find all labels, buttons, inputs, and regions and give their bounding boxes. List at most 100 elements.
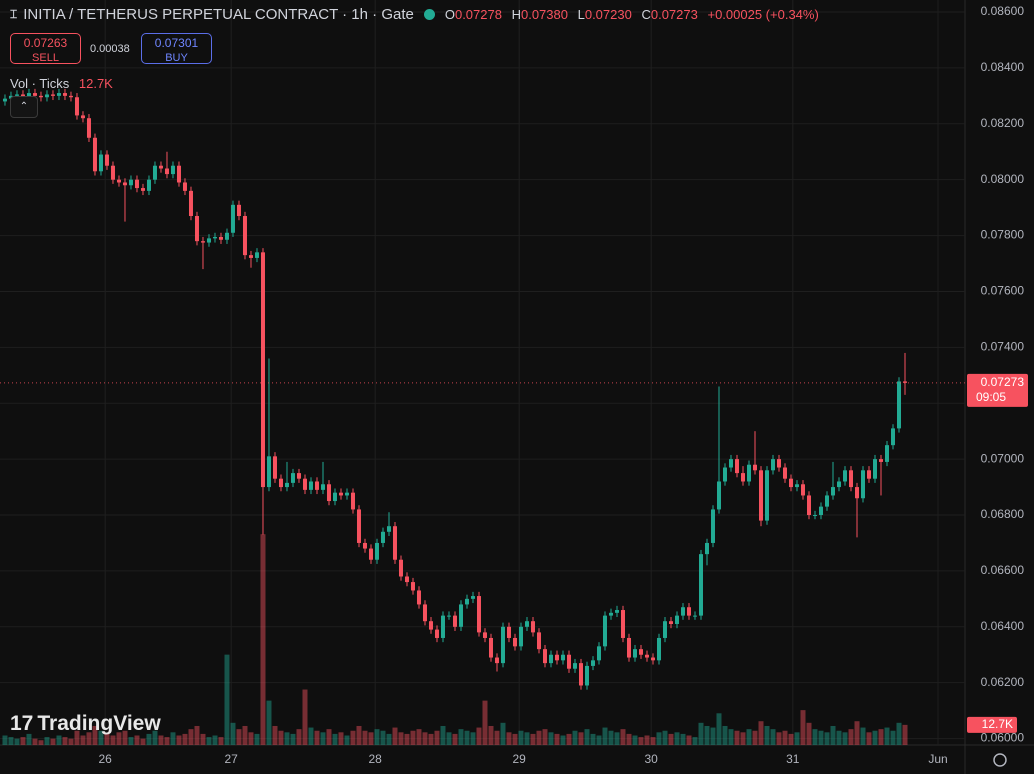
candle-body [716, 481, 721, 510]
candle-body [728, 459, 733, 468]
buy-button[interactable]: 0.07301 BUY [141, 33, 212, 64]
candle-body [698, 554, 703, 616]
volume-bar [62, 737, 68, 745]
volume-bar [536, 730, 542, 745]
volume-bar [194, 725, 200, 745]
candle-body [680, 607, 685, 616]
candle-body [470, 596, 475, 599]
candle-body [674, 615, 679, 625]
y-tick-label: 0.07800 [981, 228, 1025, 242]
candle-body [308, 481, 313, 490]
candle-body [500, 626, 505, 664]
candle-body [98, 154, 103, 172]
candle-body [836, 481, 841, 488]
volume-bar [782, 730, 788, 745]
sell-button[interactable]: 0.07263 SELL [10, 33, 81, 64]
volume-bar [488, 725, 494, 745]
collapse-button[interactable]: ⌃ [10, 96, 38, 118]
volume-bar [14, 738, 20, 745]
volume-bar [716, 713, 722, 745]
volume-bar [188, 729, 194, 745]
candle-body [824, 495, 829, 507]
legend-value: 0.07278 [454, 7, 502, 22]
volume-bar [896, 722, 902, 745]
volume-bar [674, 732, 680, 745]
last-price-label: 0.07273 [981, 375, 1025, 389]
candle-body [710, 509, 715, 543]
last-price-badge [967, 373, 1028, 407]
candle-body [188, 190, 193, 217]
candle-body [818, 506, 823, 516]
candle-body [608, 612, 613, 616]
y-tick-label: 0.07400 [981, 340, 1025, 354]
volume-bar [80, 735, 86, 745]
candle-body [374, 542, 379, 560]
volume-title: Vol · Ticks [10, 76, 70, 91]
y-tick-label: 0.08000 [981, 172, 1025, 186]
volume-bar [314, 730, 320, 745]
candle-body [506, 626, 511, 638]
legend-key: C [641, 7, 651, 22]
candle-body [404, 576, 409, 583]
volume-bar [494, 730, 500, 745]
candle-body [158, 165, 163, 169]
candle-body [446, 615, 451, 617]
candle-body [656, 637, 661, 661]
volume-bar [656, 732, 662, 745]
volume-bar [452, 733, 458, 745]
volume-bar [848, 729, 854, 745]
volume-bar [20, 737, 26, 745]
volume-bar [320, 732, 326, 745]
buy-label: BUY [165, 52, 188, 64]
candle-body [338, 492, 343, 496]
volume-bar [890, 730, 896, 745]
volume-bar [620, 729, 626, 745]
volume-bar [596, 735, 602, 745]
candle-body [398, 559, 403, 577]
candle-body [350, 492, 355, 510]
candle-body [668, 621, 673, 625]
candle-body [44, 94, 49, 98]
y-tick-label: 0.07600 [981, 284, 1025, 298]
candle-body [56, 93, 61, 96]
candle-body [422, 604, 427, 622]
volume-bar [200, 733, 206, 745]
volume-bar [44, 737, 50, 745]
candle-body [734, 459, 739, 474]
x-tick-label: 30 [645, 752, 659, 766]
candle-body [344, 492, 349, 496]
candle-body [74, 97, 79, 116]
volume-bar [578, 732, 584, 745]
volume-bar [86, 732, 92, 745]
volume-bar [212, 735, 218, 745]
candle-body [368, 548, 373, 560]
candle-body [830, 487, 835, 496]
volume-bar [560, 735, 566, 745]
volume-bar [386, 733, 392, 745]
volume-bar [380, 730, 386, 745]
candle-body [392, 526, 397, 560]
candle-body [890, 428, 895, 446]
candle-body [704, 542, 709, 555]
last-volume-badge [967, 716, 1017, 733]
candle-body [548, 654, 553, 664]
candle-body [620, 610, 625, 638]
volume-bar [866, 732, 872, 745]
volume-bar [428, 733, 434, 745]
x-tick-label: 29 [513, 752, 527, 766]
volume-bar [506, 732, 512, 745]
volume-bar [122, 730, 128, 745]
settings-icon [993, 753, 1007, 767]
volume-bar [770, 729, 776, 745]
candle-body [206, 238, 211, 243]
candle-body [146, 179, 151, 191]
y-tick-label: 0.07000 [981, 451, 1025, 465]
y-tick-label: 0.06000 [981, 731, 1025, 745]
volume-bar [734, 730, 740, 745]
legend-value: 0.07230 [584, 7, 632, 22]
candle-body [32, 93, 37, 96]
buy-price: 0.07301 [154, 36, 199, 50]
volume-bar [398, 732, 404, 745]
candle-body [758, 470, 763, 521]
